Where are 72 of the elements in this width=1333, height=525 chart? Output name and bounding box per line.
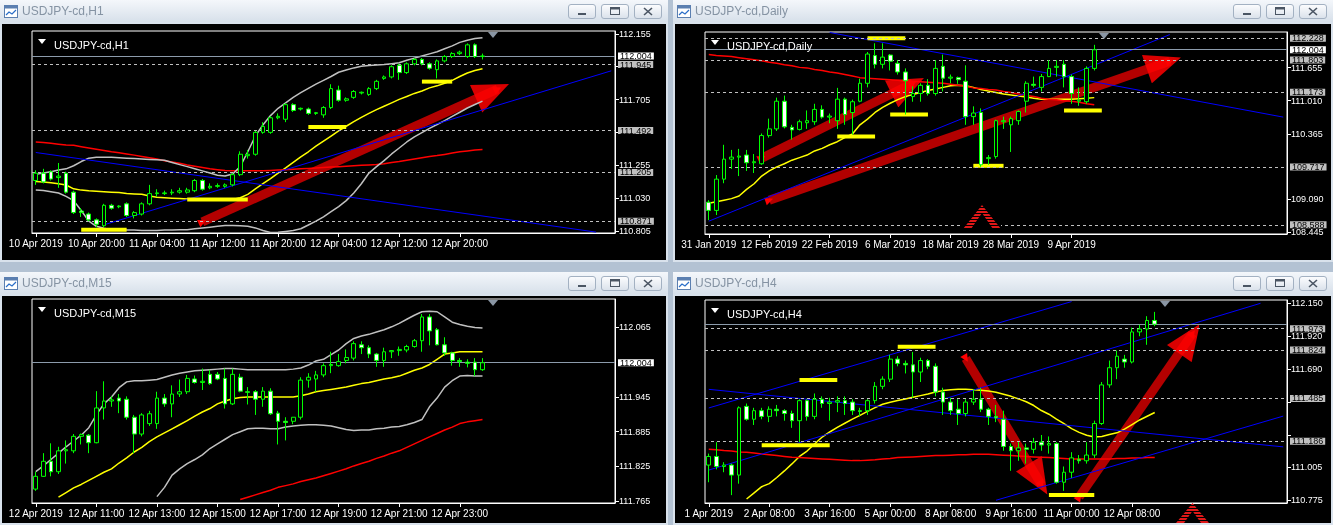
x-tick-label: 5 Apr 00:00 <box>864 507 917 519</box>
ref-line-label: 111.492 <box>620 125 652 136</box>
x-tick-label: 11 Apr 20:00 <box>250 237 307 249</box>
y-tick-label: 111.765 <box>619 496 651 507</box>
y-tick-label: 111.010 <box>1291 95 1323 106</box>
x-tick-label: 3 Apr 16:00 <box>804 507 856 519</box>
x-tick-label: 31 Jan 2019 <box>681 238 737 250</box>
y-tick-label: 109.090 <box>1291 194 1324 205</box>
text: USDJPY-cd,H4 <box>727 307 802 320</box>
chart-title: USDJPY-cd,H4 <box>695 276 777 290</box>
y-tick-label: 110.775 <box>1291 495 1323 506</box>
y-tick-label: 112.155 <box>619 28 651 39</box>
text: USDJPY-cd,Daily <box>727 39 813 52</box>
ref-line-label: 109.717 <box>1292 161 1325 172</box>
x-tick-label: 2 Apr 08:00 <box>743 507 796 519</box>
y-tick-label: 110.365 <box>1291 128 1323 139</box>
ref-line-label: 112.004 <box>620 50 652 61</box>
y-tick-label: 110.805 <box>619 225 651 236</box>
chart-title: USDJPY-cd,H1 <box>22 4 104 18</box>
x-tick-label: 9 Apr 2019 <box>1047 238 1097 250</box>
y-tick-label: 111.825 <box>619 461 651 472</box>
text: USDJPY-cd,M15 <box>54 306 137 319</box>
ref-line-label: 111.803 <box>1292 55 1324 66</box>
x-tick-label: 12 Apr 13:00 <box>128 507 186 519</box>
chart-title: USDJPY-cd,Daily <box>695 4 788 18</box>
x-tick-label: 12 Apr 15:00 <box>189 507 247 519</box>
x-tick-label: 12 Apr 23:00 <box>431 507 489 519</box>
x-tick-label: 12 Apr 21:00 <box>370 507 429 519</box>
x-tick-label: 12 Apr 19:00 <box>310 507 368 519</box>
x-tick-label: 10 Apr 20:00 <box>68 237 126 249</box>
x-tick-label: 12 Apr 17:00 <box>249 507 307 519</box>
x-tick-label: 10 Apr 2019 <box>8 237 64 249</box>
ref-line-label: 111.205 <box>620 167 652 178</box>
x-tick-label: 12 Apr 08:00 <box>1103 507 1161 519</box>
x-tick-label: 11 Apr 00:00 <box>1043 507 1100 519</box>
x-tick-label: 1 Apr 2019 <box>684 507 734 519</box>
text: USDJPY-cd,H1 <box>54 38 129 51</box>
x-tick-label: 18 Mar 2019 <box>922 238 980 250</box>
chart-title: USDJPY-cd,M15 <box>22 276 112 290</box>
y-tick-label: 111.920 <box>1291 331 1323 342</box>
x-tick-label: 12 Apr 04:00 <box>310 237 368 249</box>
y-tick-label: 111.945 <box>619 391 651 402</box>
ref-line-label: 112.228 <box>1292 33 1324 44</box>
ref-line-label: 111.973 <box>1292 323 1324 334</box>
x-tick-label: 12 Feb 2019 <box>741 238 798 250</box>
y-tick-label: 108.445 <box>1291 227 1324 238</box>
y-tick-label: 112.065 <box>619 322 651 333</box>
x-tick-label: 11 Apr 12:00 <box>189 237 246 249</box>
x-tick-label: 6 Mar 2019 <box>864 238 916 250</box>
ref-line-label: 111.485 <box>1292 393 1324 404</box>
x-tick-label: 12 Apr 11:00 <box>68 507 125 519</box>
y-tick-label: 111.690 <box>1291 364 1323 375</box>
ref-line-label: 112.004 <box>1292 44 1324 55</box>
y-tick-label: 112.150 <box>1291 298 1323 309</box>
x-tick-label: 28 Mar 2019 <box>983 238 1040 250</box>
x-tick-label: 11 Apr 04:00 <box>128 237 186 249</box>
ref-line-label: 111.173 <box>1292 87 1324 98</box>
ref-line-label: 111.186 <box>1292 436 1324 447</box>
ref-line-label: 110.871 <box>620 216 652 227</box>
x-tick-label: 12 Apr 12:00 <box>370 237 429 249</box>
x-tick-label: 12 Apr 20:00 <box>431 237 489 249</box>
x-tick-label: 9 Apr 16:00 <box>985 507 1038 519</box>
ref-line-label: 108.588 <box>1292 219 1325 230</box>
y-tick-label: 111.030 <box>619 193 651 203</box>
x-tick-label: 8 Apr 08:00 <box>925 507 977 519</box>
x-tick-label: 22 Feb 2019 <box>801 238 859 250</box>
ref-line-label: 112.004 <box>620 357 652 368</box>
ref-line-label: 111.824 <box>1292 344 1324 355</box>
y-tick-label: 111.005 <box>1291 462 1323 473</box>
y-tick-label: 111.705 <box>619 94 651 105</box>
y-tick-label: 111.885 <box>619 426 651 437</box>
x-tick-label: 12 Apr 2019 <box>8 507 64 519</box>
